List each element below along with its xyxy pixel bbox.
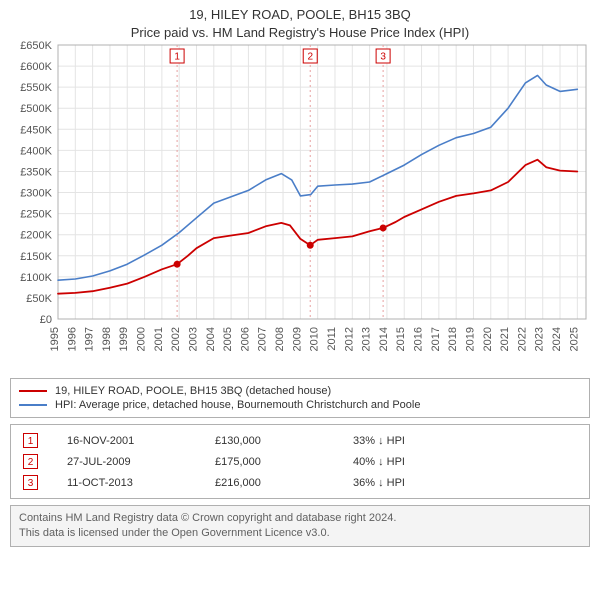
legend-row: 19, HILEY ROAD, POOLE, BH15 3BQ (detache… [19,384,581,398]
svg-text:2004: 2004 [205,327,217,351]
svg-text:1: 1 [174,52,180,63]
svg-text:£350K: £350K [20,167,52,179]
svg-text:2025: 2025 [568,327,580,351]
svg-text:2: 2 [307,52,313,63]
sale-price: £175,000 [211,451,349,472]
svg-text:2003: 2003 [187,327,199,351]
svg-text:2012: 2012 [343,327,355,351]
svg-text:2006: 2006 [239,327,251,351]
svg-text:£650K: £650K [20,41,52,52]
svg-text:1999: 1999 [118,327,130,351]
license-line-1: Contains HM Land Registry data © Crown c… [19,511,581,526]
svg-text:£400K: £400K [20,145,52,157]
svg-text:2001: 2001 [153,327,165,351]
svg-text:1996: 1996 [66,327,78,351]
svg-text:2007: 2007 [257,327,269,351]
sales-row: 1 16-NOV-2001£130,00033% ↓ HPI [19,430,581,451]
sales-row: 3 11-OCT-2013£216,00036% ↓ HPI [19,472,581,493]
svg-text:2005: 2005 [222,327,234,351]
license-box: Contains HM Land Registry data © Crown c… [10,505,590,547]
svg-text:£600K: £600K [20,61,52,73]
svg-text:£550K: £550K [20,82,52,94]
sale-diff: 36% ↓ HPI [349,472,581,493]
sale-date: 16-NOV-2001 [63,430,211,451]
svg-text:2018: 2018 [447,327,459,351]
sales-row: 2 27-JUL-2009£175,00040% ↓ HPI [19,451,581,472]
svg-text:2020: 2020 [482,327,494,351]
legend-label: HPI: Average price, detached house, Bour… [55,399,420,411]
license-line-2: This data is licensed under the Open Gov… [19,526,581,541]
sale-date: 11-OCT-2013 [63,472,211,493]
svg-text:£100K: £100K [20,272,52,284]
svg-text:1995: 1995 [49,327,61,351]
svg-text:2000: 2000 [136,327,148,351]
legend-row: HPI: Average price, detached house, Bour… [19,398,581,412]
sale-diff: 33% ↓ HPI [349,430,581,451]
svg-text:£200K: £200K [20,230,52,242]
sale-date: 27-JUL-2009 [63,451,211,472]
title-address: 19, HILEY ROAD, POOLE, BH15 3BQ [10,6,590,24]
legend-swatch [19,390,47,392]
svg-text:£500K: £500K [20,103,52,115]
svg-text:£450K: £450K [20,124,52,136]
svg-text:£300K: £300K [20,188,52,200]
svg-text:2017: 2017 [430,327,442,351]
price-chart: £0 £50K £100K £150K £200K £250K £300K £350K £400… [10,41,590,374]
svg-text:2021: 2021 [499,327,511,351]
svg-text:2019: 2019 [464,327,476,351]
title-subtitle: Price paid vs. HM Land Registry's House … [10,24,590,42]
chart-svg: £0 £50K £100K £150K £200K £250K £300K £350K £400… [10,41,590,371]
svg-text:2010: 2010 [309,327,321,351]
svg-text:2002: 2002 [170,327,182,351]
svg-text:1997: 1997 [84,327,96,351]
svg-text:2023: 2023 [534,327,546,351]
legend-label: 19, HILEY ROAD, POOLE, BH15 3BQ (detache… [55,385,331,397]
legend-swatch [19,404,47,406]
svg-text:2008: 2008 [274,327,286,351]
sale-diff: 40% ↓ HPI [349,451,581,472]
svg-text:2016: 2016 [413,327,425,351]
chart-title: 19, HILEY ROAD, POOLE, BH15 3BQ Price pa… [10,6,590,41]
sales-box: 1 16-NOV-2001£130,00033% ↓ HPI 2 27-JUL-200… [10,424,590,499]
svg-text:2009: 2009 [291,327,303,351]
svg-text:2011: 2011 [326,327,338,351]
svg-text:2022: 2022 [516,327,528,351]
svg-text:1998: 1998 [101,327,113,351]
svg-text:2014: 2014 [378,327,390,351]
svg-text:2024: 2024 [551,327,563,351]
sales-table: 1 16-NOV-2001£130,00033% ↓ HPI 2 27-JUL-200… [19,430,581,493]
svg-text:£0: £0 [40,314,52,326]
legend: 19, HILEY ROAD, POOLE, BH15 3BQ (detache… [10,378,590,418]
sale-price: £216,000 [211,472,349,493]
svg-text:£250K: £250K [20,209,52,221]
svg-text:£150K: £150K [20,251,52,263]
svg-text:2015: 2015 [395,327,407,351]
sale-marker-icon: 2 [23,454,38,469]
svg-text:2013: 2013 [361,327,373,351]
svg-text:3: 3 [380,52,386,63]
sale-marker-icon: 1 [23,433,38,448]
sale-price: £130,000 [211,430,349,451]
sale-marker-icon: 3 [23,475,38,490]
svg-text:£50K: £50K [26,293,52,305]
